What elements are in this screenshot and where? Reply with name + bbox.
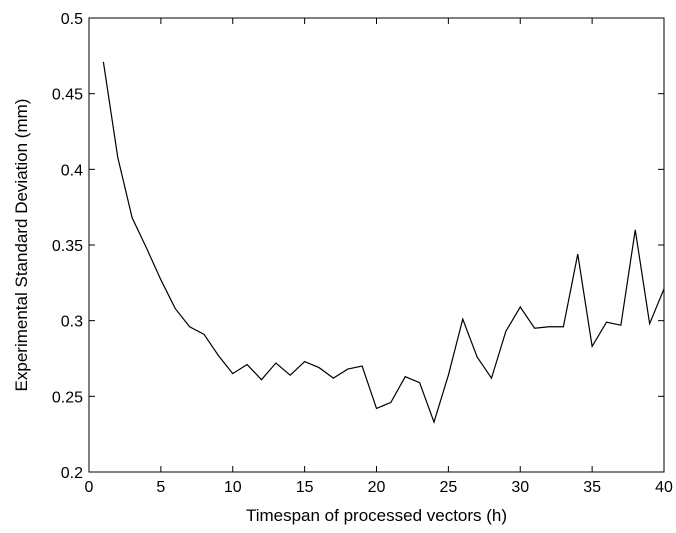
x-tick-label: 15: [296, 479, 314, 496]
y-tick-label: 0.35: [52, 238, 83, 255]
x-tick-label: 30: [511, 479, 529, 496]
x-tick-label: 25: [439, 479, 457, 496]
x-tick-label: 20: [368, 479, 386, 496]
series-group: [103, 62, 664, 422]
plot-area-frame: [89, 18, 664, 472]
x-axis-ticks: 0 5 10 15 20 25 30 35 40: [85, 18, 673, 496]
x-tick-label: 5: [156, 479, 165, 496]
x-axis-label: Timespan of processed vectors (h): [246, 506, 507, 525]
x-tick-label: 40: [655, 479, 673, 496]
y-axis-ticks: 0.2 0.25 0.3 0.35 0.4 0.45 0.5: [52, 11, 664, 482]
x-tick-label: 10: [224, 479, 242, 496]
y-tick-label: 0.45: [52, 87, 83, 104]
y-tick-label: 0.25: [52, 389, 83, 406]
x-tick-label: 0: [85, 479, 94, 496]
y-tick-label: 0.2: [61, 465, 83, 482]
y-tick-label: 0.4: [61, 162, 83, 179]
y-tick-label: 0.3: [61, 314, 83, 331]
series-line: [103, 62, 664, 422]
x-tick-label: 35: [583, 479, 601, 496]
y-axis-label: Experimental Standard Deviation (mm): [12, 99, 31, 392]
y-tick-label: 0.5: [61, 11, 83, 28]
